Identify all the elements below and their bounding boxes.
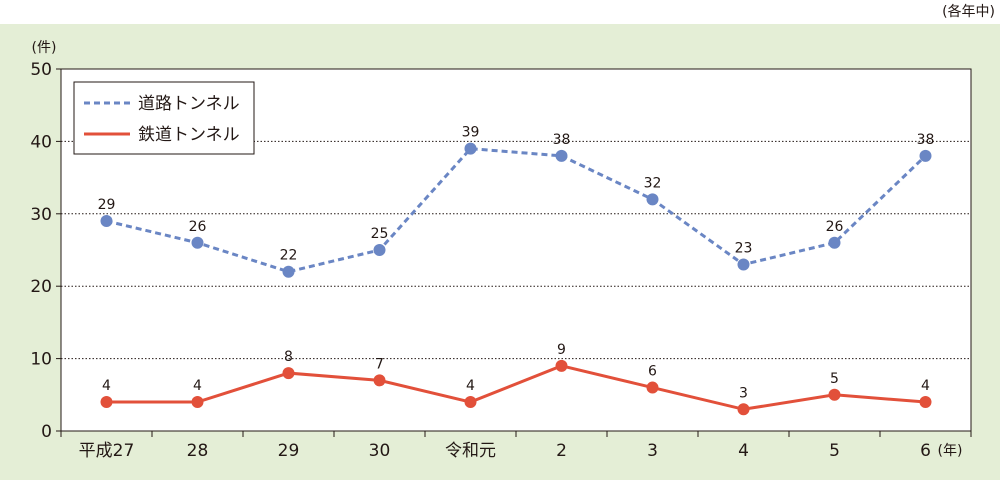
x-axis-unit: (年) bbox=[938, 443, 963, 459]
y-tick-label: 0 bbox=[41, 422, 52, 442]
data-point bbox=[100, 396, 113, 409]
data-point bbox=[919, 396, 932, 409]
data-point bbox=[191, 396, 204, 409]
data-point bbox=[555, 149, 568, 162]
data-label: 38 bbox=[553, 132, 571, 148]
series-group: 29 26 22 25 39 38 32 23 26 38 4 4 8 7 4 9 6 3 5 4 bbox=[98, 125, 935, 416]
data-point bbox=[646, 381, 659, 394]
x-tick-label: 5 bbox=[829, 441, 840, 461]
x-tick-label: 29 bbox=[278, 441, 300, 461]
data-label: 23 bbox=[735, 240, 753, 256]
data-point bbox=[828, 388, 841, 401]
x-tick-label: 令和元 bbox=[445, 441, 496, 461]
period-note: (各年中) bbox=[942, 4, 995, 20]
data-label: 26 bbox=[826, 219, 844, 235]
x-tick-label: 4 bbox=[738, 441, 749, 461]
y-axis-unit: (件) bbox=[32, 40, 57, 56]
series-line bbox=[106, 147, 927, 274]
data-label: 22 bbox=[280, 248, 298, 264]
data-point bbox=[555, 359, 568, 372]
data-label: 39 bbox=[462, 125, 480, 141]
data-label: 25 bbox=[371, 226, 389, 242]
x-tick-label: 平成27 bbox=[79, 441, 135, 461]
legend-label: 鉄道トンネル bbox=[138, 125, 240, 145]
data-label: 29 bbox=[98, 197, 116, 213]
data-point bbox=[919, 149, 932, 162]
data-label: 26 bbox=[189, 219, 207, 235]
x-tick-label: 2 bbox=[556, 441, 567, 461]
x-axis: 平成27 28 29 30 令和元 2 3 4 5 6 bbox=[60, 431, 972, 461]
data-label: 3 bbox=[739, 385, 748, 401]
data-point bbox=[646, 193, 659, 206]
y-tick-label: 40 bbox=[30, 132, 52, 152]
y-tick-label: 10 bbox=[30, 350, 52, 370]
data-point bbox=[282, 367, 295, 380]
data-point bbox=[191, 236, 204, 249]
x-tick-label: 28 bbox=[187, 441, 209, 461]
data-label: 4 bbox=[193, 378, 202, 394]
data-point bbox=[100, 215, 113, 228]
y-tick-label: 20 bbox=[30, 277, 52, 297]
data-label: 7 bbox=[375, 356, 384, 372]
data-point bbox=[373, 374, 386, 387]
data-point bbox=[828, 236, 841, 249]
y-tick-label: 30 bbox=[30, 205, 52, 225]
x-tick-label: 30 bbox=[369, 441, 391, 461]
x-tick-label: 3 bbox=[647, 441, 658, 461]
y-axis: 0 10 20 30 40 50 bbox=[30, 60, 61, 442]
data-label: 4 bbox=[102, 378, 111, 394]
series-line bbox=[106, 364, 926, 411]
data-point bbox=[464, 142, 477, 155]
data-point bbox=[737, 403, 750, 416]
legend-label: 道路トンネル bbox=[138, 94, 240, 114]
series-2: 4 4 8 7 4 9 6 3 5 4 bbox=[100, 342, 932, 416]
data-point bbox=[282, 265, 295, 278]
series-1: 29 26 22 25 39 38 32 23 26 38 bbox=[98, 125, 935, 278]
data-label: 4 bbox=[921, 378, 930, 394]
x-tick-label: 6 bbox=[920, 441, 931, 461]
data-label: 8 bbox=[284, 349, 293, 365]
data-label: 5 bbox=[830, 371, 839, 387]
y-tick-label: 50 bbox=[30, 60, 52, 80]
data-label: 32 bbox=[644, 175, 662, 191]
data-point bbox=[737, 258, 750, 271]
data-point bbox=[464, 396, 477, 409]
legend-box bbox=[73, 81, 255, 155]
data-label: 6 bbox=[648, 364, 657, 380]
data-point bbox=[373, 244, 386, 256]
data-label: 4 bbox=[466, 378, 475, 394]
data-label: 38 bbox=[917, 132, 935, 148]
data-label: 9 bbox=[557, 342, 566, 358]
